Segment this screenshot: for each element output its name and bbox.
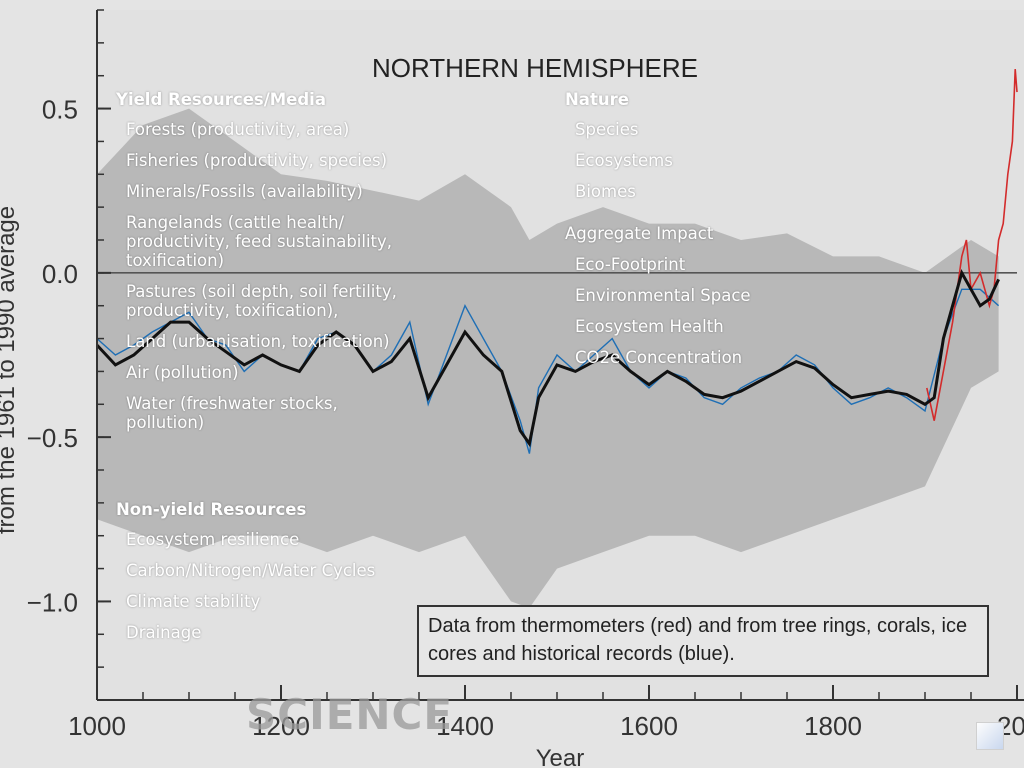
nature-header: Nature [565,90,629,109]
aggregate-item-environmental-space: Environmental Space [575,286,751,305]
x-tick-label: 1000 [68,711,126,741]
yield-item-minerals: Minerals/Fossils (availability) [126,182,363,201]
annotation-text: Data from thermometers (red) and from tr… [428,615,968,665]
corner-square-icon [976,722,1004,750]
y-tick-label: −1.0 [27,587,78,617]
proxy-series-line [96,288,1000,454]
yield-item-rangelands: Rangelands (cattle health/ productivity,… [126,213,393,270]
x-tick-label: 1800 [804,711,862,741]
science-watermark: SCIENCE [246,690,454,739]
non-yield-item-cycles: Carbon/Nitrogen/Water Cycles [126,561,376,580]
aggregate-item-ecosystem-health: Ecosystem Health [575,317,724,336]
axes: 0.50.0−0.5−1.0100012001400160018002000 [27,9,1024,741]
nature-item-ecosystems: Ecosystems [575,151,673,170]
yield-item-forests: Forests (productivity, area) [126,120,350,139]
yield-resources-header: Yield Resources/Media [116,90,326,109]
yield-item-fisheries: Fisheries (productivity, species) [126,151,388,170]
chart-title: NORTHERN HEMISPHERE [372,53,698,83]
nature-item-biomes: Biomes [575,182,636,201]
aggregate-impact-header: Aggregate Impact [565,224,714,243]
smoothed-series-line [95,269,1000,448]
y-axis-label: from the 1961 to 1990 average [0,206,20,534]
non-yield-item-climate: Climate stability [126,592,261,611]
x-axis-label: Year [536,745,585,768]
non-yield-header: Non-yield Resources [116,500,307,519]
yield-item-pastures: Pastures (soil depth, soil fertility, pr… [126,282,397,320]
yield-item-air: Air (pollution) [126,363,239,382]
non-yield-item-resilience: Ecosystem resilience [126,530,300,549]
yield-item-land: Land (urbanisation, toxification) [126,332,390,351]
y-tick-label: 0.0 [42,259,78,289]
annotation-box [417,605,989,677]
y-tick-label: 0.5 [42,95,78,125]
non-yield-resources-section: Non-yield Resources Ecosystem resilience… [116,500,456,654]
thermometer-series-line [926,69,1018,421]
yield-resources-section: Yield Resources/Media Forests (productiv… [116,90,456,444]
uncertainty-band [97,108,999,608]
yield-item-water: Water (freshwater stocks, pollution) [126,394,338,432]
x-tick-label: 1200 [252,711,310,741]
y-tick-label: −0.5 [27,423,78,453]
x-tick-label: 1400 [436,711,494,741]
non-yield-item-drainage: Drainage [126,623,202,642]
aggregate-item-eco-footprint: Eco-Footprint [575,255,686,274]
aggregate-item-co2e: CO2e Concentration [575,348,743,367]
nature-section: Nature Species Ecosystems Biomes Aggrega… [565,90,825,379]
nature-item-species: Species [575,120,639,139]
x-tick-label: 1600 [620,711,678,741]
